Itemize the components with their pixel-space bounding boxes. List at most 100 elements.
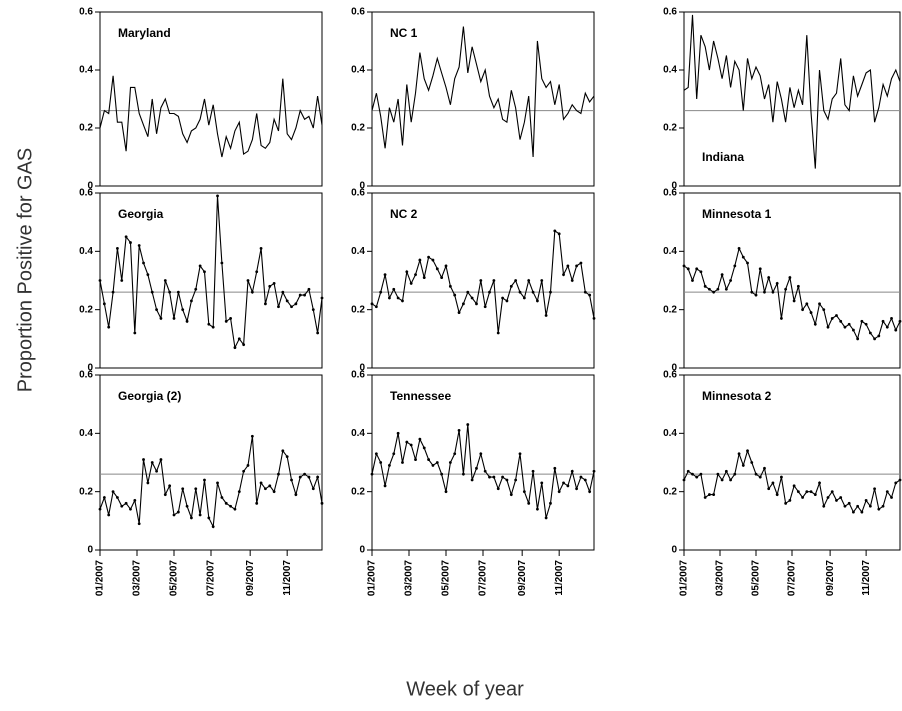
x-tick-label: 05/2007 [441, 560, 452, 597]
point [544, 314, 548, 317]
point [268, 484, 272, 488]
y-tick-label: 0.6 [79, 188, 93, 199]
y-tick-label: 0 [359, 363, 365, 374]
y-tick-label: 0.2 [663, 304, 677, 315]
point [298, 475, 302, 479]
point [729, 478, 732, 482]
point [388, 296, 391, 300]
point [316, 475, 320, 479]
y-tick-label: 0.6 [351, 188, 365, 199]
x-tick-label: 07/2007 [478, 560, 489, 597]
point [527, 279, 531, 282]
point [142, 261, 145, 265]
point [435, 267, 439, 271]
point [194, 287, 198, 291]
point [146, 481, 150, 485]
point [242, 343, 246, 347]
point [549, 501, 552, 505]
y-tick-label: 0 [671, 363, 677, 374]
point [272, 490, 276, 494]
point [307, 287, 311, 291]
series-line [99, 436, 323, 529]
point [229, 504, 232, 508]
point [860, 319, 864, 323]
point [729, 279, 732, 282]
point [320, 296, 324, 300]
point [864, 322, 868, 326]
panel-frame [683, 11, 901, 187]
point [409, 443, 413, 447]
x-tick-label: 05/2007 [169, 560, 180, 597]
point [172, 317, 176, 320]
point [124, 501, 128, 505]
y-tick-label: 0.4 [79, 246, 93, 257]
point [754, 472, 758, 476]
point [553, 229, 557, 233]
point [771, 290, 775, 294]
point [462, 472, 465, 476]
point [102, 496, 106, 499]
point [190, 299, 193, 303]
x-tick-label: 03/2007 [404, 560, 415, 597]
point [570, 469, 574, 473]
point [488, 290, 491, 294]
point [592, 317, 596, 320]
point [583, 290, 587, 294]
point [176, 510, 180, 514]
point [588, 293, 592, 297]
series-line [371, 229, 595, 334]
point [699, 270, 703, 274]
point [457, 311, 461, 314]
point [818, 302, 821, 306]
point [496, 487, 500, 491]
panel-title: NC 1 [390, 26, 418, 40]
point [418, 258, 422, 262]
point [549, 290, 552, 294]
point [383, 273, 387, 277]
point [746, 261, 749, 265]
point [224, 501, 228, 505]
point [392, 287, 396, 291]
point [246, 464, 250, 467]
point [448, 284, 452, 288]
point [885, 325, 889, 329]
panel-frame [99, 11, 323, 187]
point [695, 267, 699, 271]
point [229, 317, 232, 320]
point [518, 290, 522, 294]
point [881, 504, 885, 508]
point [847, 501, 851, 505]
point [392, 452, 396, 456]
point [172, 513, 176, 517]
point [233, 507, 237, 511]
point [792, 299, 796, 303]
point [320, 501, 324, 505]
x-tick-label: 09/2007 [517, 560, 528, 597]
point [405, 270, 409, 274]
point [496, 331, 500, 335]
point [741, 464, 745, 467]
point [540, 279, 544, 282]
point [703, 496, 707, 499]
point [444, 264, 448, 268]
point [146, 273, 150, 277]
x-tick-label: 11/2007 [861, 560, 872, 596]
point [303, 293, 306, 297]
point [839, 496, 843, 499]
y-tick-label: 0.4 [663, 246, 677, 257]
y-tick-label: 0.6 [663, 188, 677, 199]
point [250, 434, 254, 438]
point [501, 475, 504, 479]
point [881, 319, 885, 323]
point [505, 478, 509, 482]
point [894, 328, 898, 332]
point [847, 322, 851, 326]
point [98, 507, 102, 511]
point [699, 472, 703, 476]
point [809, 490, 813, 494]
point [237, 490, 241, 494]
point [388, 464, 391, 467]
y-tick-label: 0 [87, 545, 93, 556]
point [540, 481, 544, 485]
point [784, 501, 788, 505]
